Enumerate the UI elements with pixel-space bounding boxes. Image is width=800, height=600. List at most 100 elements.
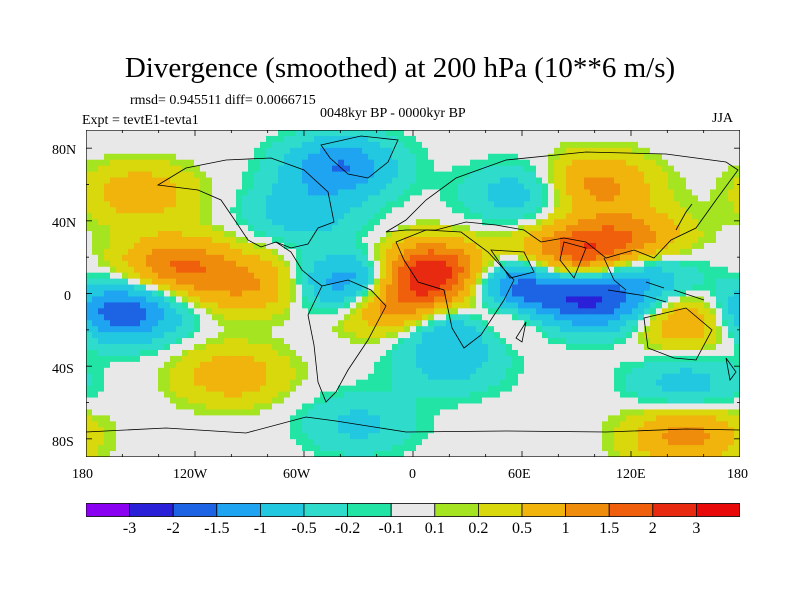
field-cell	[272, 266, 279, 274]
field-cell	[434, 391, 441, 399]
field-cell	[302, 284, 309, 292]
field-cell	[662, 391, 669, 399]
field-cell	[188, 349, 195, 357]
field-cell	[356, 373, 363, 381]
field-cell	[644, 183, 651, 191]
field-cell	[92, 391, 99, 399]
field-cell	[218, 320, 225, 327]
field-cell	[260, 189, 267, 196]
field-cell	[284, 248, 291, 256]
field-cell	[638, 367, 645, 375]
field-cell	[686, 135, 693, 143]
field-cell	[188, 344, 195, 351]
field-cell	[260, 130, 267, 137]
field-cell	[590, 183, 597, 191]
field-cell	[482, 219, 489, 226]
field-cell	[602, 213, 609, 220]
field-cell	[470, 165, 477, 173]
field-cell	[728, 219, 735, 226]
field-cell	[482, 183, 489, 191]
field-cell	[620, 159, 627, 167]
field-cell	[374, 296, 381, 304]
field-cell	[242, 302, 249, 309]
field-cell	[128, 165, 135, 173]
field-cell	[734, 183, 740, 191]
field-cell	[314, 231, 321, 238]
field-cell	[554, 213, 561, 220]
field-cell	[332, 237, 339, 244]
field-cell	[404, 314, 411, 321]
field-cell	[104, 332, 111, 339]
field-cell	[116, 165, 123, 173]
field-cell	[692, 361, 699, 369]
field-cell	[374, 141, 381, 149]
field-cell	[596, 266, 603, 274]
field-cell	[110, 320, 117, 327]
field-cell	[410, 183, 417, 191]
field-cell	[176, 171, 183, 179]
field-cell	[392, 397, 399, 405]
field-cell	[272, 314, 279, 321]
field-cell	[182, 237, 189, 244]
field-cell	[638, 225, 645, 232]
field-cell	[518, 266, 525, 274]
field-cell	[98, 266, 105, 274]
field-cell	[170, 177, 177, 185]
field-cell	[680, 296, 687, 304]
field-cell	[410, 171, 417, 179]
field-cell	[236, 219, 243, 226]
field-cell	[218, 266, 225, 274]
field-cell	[716, 391, 723, 399]
field-cell	[404, 290, 411, 298]
field-cell	[434, 397, 441, 405]
field-cell	[698, 355, 705, 363]
field-cell	[338, 189, 345, 196]
field-cell	[716, 189, 723, 196]
field-cell	[728, 278, 735, 286]
field-cell	[434, 344, 441, 351]
field-cell	[638, 159, 645, 167]
field-cell	[350, 290, 357, 298]
field-cell	[524, 302, 531, 309]
field-cell	[596, 254, 603, 262]
field-cell	[446, 213, 453, 220]
field-cell	[308, 397, 315, 405]
field-cell	[650, 290, 657, 298]
field-cell	[542, 302, 549, 309]
field-cell	[182, 260, 189, 268]
field-cell	[188, 213, 195, 220]
field-cell	[368, 135, 375, 143]
field-cell	[200, 201, 207, 208]
field-cell	[140, 284, 147, 292]
field-cell	[320, 141, 327, 149]
field-cell	[380, 385, 387, 393]
field-cell	[596, 147, 603, 155]
field-cell	[284, 338, 291, 345]
field-cell	[122, 367, 129, 375]
field-cell	[410, 385, 417, 393]
field-cell	[350, 266, 357, 274]
field-cell	[176, 153, 183, 161]
field-cell	[650, 237, 657, 244]
field-cell	[476, 278, 483, 286]
field-cell	[176, 391, 183, 399]
field-cell	[278, 237, 285, 244]
field-cell	[530, 183, 537, 191]
field-cell	[206, 308, 213, 315]
field-cell	[296, 189, 303, 196]
field-cell	[224, 219, 231, 226]
field-cell	[104, 130, 111, 137]
field-cell	[368, 248, 375, 256]
field-cell	[590, 290, 597, 298]
field-cell	[188, 177, 195, 185]
field-cell	[494, 248, 501, 256]
field-cell	[686, 290, 693, 298]
field-cell	[716, 385, 723, 393]
field-cell	[524, 135, 531, 143]
field-cell	[176, 165, 183, 173]
field-cell	[248, 290, 255, 298]
field-cell	[212, 189, 219, 196]
field-cell	[572, 189, 579, 196]
field-cell	[134, 231, 141, 238]
field-cell	[644, 171, 651, 179]
